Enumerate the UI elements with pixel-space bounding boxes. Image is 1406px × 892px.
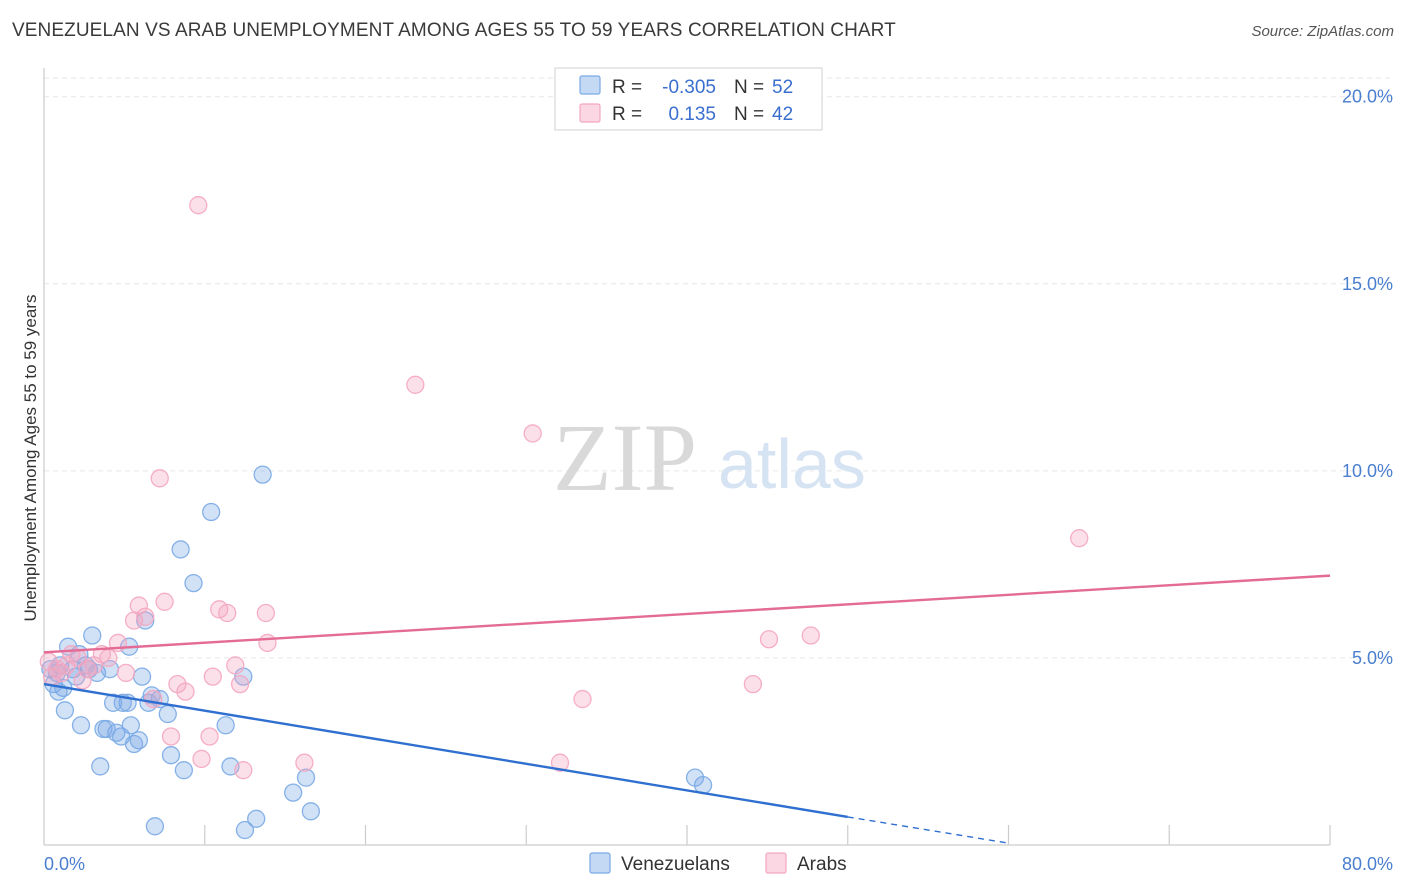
y-tick-labels: 5.0% 10.0% 15.0% 20.0% xyxy=(1342,87,1393,668)
point-venezuelans xyxy=(83,626,102,645)
trend-line-venezuelans-extension xyxy=(847,816,1009,844)
point-arabs xyxy=(73,671,92,690)
point-arabs xyxy=(234,761,253,780)
point-venezuelans xyxy=(158,704,177,724)
legend-n-value-venezuelans: 52 xyxy=(772,77,793,98)
point-venezuelans xyxy=(121,716,140,735)
y-tick-label: 20.0% xyxy=(1342,87,1393,107)
point-arabs xyxy=(176,682,195,701)
point-arabs xyxy=(129,596,148,615)
point-arabs xyxy=(258,633,277,653)
legend-n-label-venezuelans: N = xyxy=(734,77,764,98)
x-tick-label-max: 80.0% xyxy=(1342,854,1393,874)
point-venezuelans xyxy=(55,701,75,720)
watermark: ZIP atlas xyxy=(553,404,866,511)
point-venezuelans xyxy=(184,573,203,593)
series-legend-label-arabs: Arabs xyxy=(797,854,847,875)
point-venezuelans xyxy=(145,817,165,836)
point-venezuelans xyxy=(132,667,152,686)
chart-source: Source: ZipAtlas.com xyxy=(1251,23,1394,40)
trend-line-venezuelans xyxy=(43,682,848,819)
point-arabs xyxy=(406,375,425,394)
watermark-atlas: atlas xyxy=(718,425,866,503)
x-tick-label-min: 0.0% xyxy=(44,854,85,874)
point-arabs xyxy=(743,674,763,694)
point-venezuelans xyxy=(129,731,148,750)
legend-r-label-venezuelans: R = xyxy=(612,77,642,98)
point-arabs xyxy=(161,727,181,746)
series-legend-swatch-venezuelans xyxy=(589,852,611,874)
point-venezuelans xyxy=(301,802,320,821)
point-venezuelans xyxy=(161,746,181,765)
series-arabs xyxy=(39,196,1089,780)
stats-legend: R = -0.305 N = 52 R = 0.135 N = 42 xyxy=(554,67,823,131)
point-arabs xyxy=(230,674,250,694)
series-legend-label-venezuelans: Venezuelans xyxy=(621,854,730,875)
legend-n-value-arabs: 42 xyxy=(772,104,793,125)
point-venezuelans xyxy=(247,809,266,828)
point-arabs xyxy=(99,648,118,668)
trend-line-arabs xyxy=(43,574,1331,654)
point-venezuelans xyxy=(235,820,255,840)
point-venezuelans xyxy=(174,761,194,780)
legend-swatch-arabs xyxy=(579,103,601,123)
legend-swatch-venezuelans xyxy=(579,75,601,95)
point-arabs xyxy=(189,196,208,215)
y-tick-label: 10.0% xyxy=(1342,461,1393,481)
point-arabs xyxy=(144,689,163,709)
point-arabs xyxy=(218,603,237,623)
point-arabs xyxy=(256,603,275,623)
point-arabs xyxy=(136,607,155,626)
gridlines xyxy=(44,77,1393,659)
point-arabs xyxy=(116,663,136,683)
point-arabs xyxy=(192,749,211,769)
y-tick-label: 5.0% xyxy=(1352,648,1393,668)
point-arabs xyxy=(155,592,174,611)
series-legend-swatch-arabs xyxy=(765,852,787,874)
legend-n-label-arabs: N = xyxy=(734,104,764,125)
point-arabs xyxy=(295,753,314,772)
point-arabs xyxy=(200,727,219,746)
x-axis-ticks xyxy=(204,825,1331,845)
legend-r-value-arabs: 0.135 xyxy=(668,104,716,125)
point-arabs xyxy=(523,424,542,443)
point-arabs xyxy=(759,630,779,649)
point-arabs xyxy=(226,656,245,675)
legend-r-value-venezuelans: -0.305 xyxy=(662,77,716,98)
series-legend: Venezuelans Arabs xyxy=(589,852,847,875)
point-arabs xyxy=(550,753,570,772)
point-venezuelans xyxy=(171,540,190,559)
point-arabs xyxy=(1070,529,1089,548)
point-venezuelans xyxy=(216,716,235,735)
point-arabs xyxy=(801,626,820,645)
series-venezuelans xyxy=(41,465,713,840)
point-venezuelans xyxy=(253,465,272,484)
y-tick-label: 15.0% xyxy=(1342,274,1393,294)
point-venezuelans xyxy=(71,716,91,735)
y-axis-title: Unemployment Among Ages 55 to 59 years xyxy=(21,295,40,622)
watermark-zip: ZIP xyxy=(553,404,697,511)
point-venezuelans xyxy=(202,502,221,522)
point-arabs xyxy=(150,469,169,488)
point-venezuelans xyxy=(97,719,116,739)
point-venezuelans xyxy=(296,768,316,787)
legend-r-label-arabs: R = xyxy=(612,104,642,125)
point-venezuelans xyxy=(91,757,110,776)
point-arabs xyxy=(573,689,592,709)
point-venezuelans xyxy=(284,783,303,802)
chart-title: VENEZUELAN VS ARAB UNEMPLOYMENT AMONG AG… xyxy=(12,20,896,41)
point-arabs xyxy=(203,667,222,686)
trend-lines xyxy=(43,574,1331,844)
